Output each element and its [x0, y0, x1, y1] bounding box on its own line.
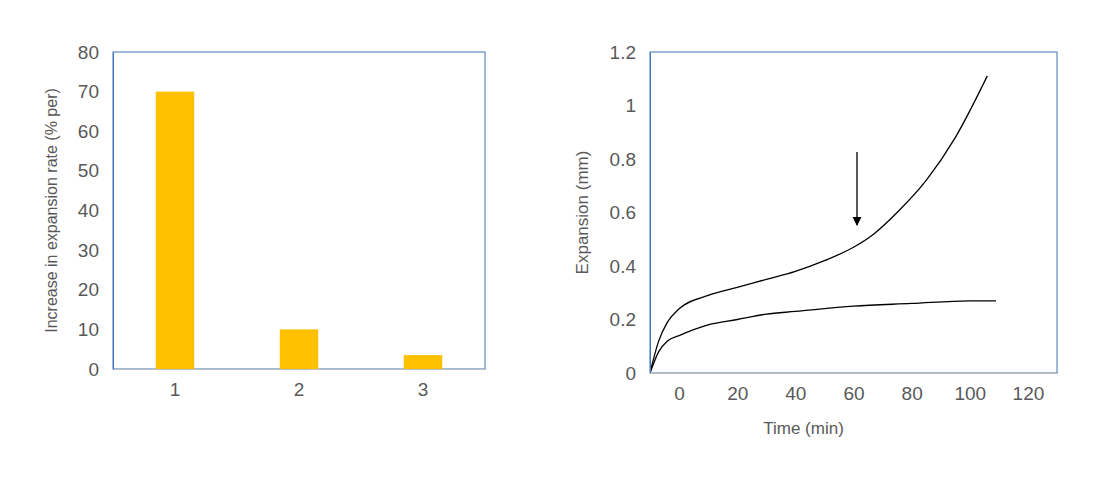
tick: 0 [625, 363, 650, 384]
tick-label: 1 [170, 379, 181, 400]
axis-line [651, 373, 1058, 374]
page: 01020304050607080123Increase in expansio… [0, 0, 1119, 492]
tick: 1 [625, 95, 650, 116]
tick: 3 [418, 369, 429, 400]
tick-label: 0.2 [610, 309, 636, 330]
tick: 0.2 [610, 309, 650, 330]
plot-frame [650, 52, 1057, 373]
tick-label: 0.6 [610, 202, 636, 223]
axis-line [114, 369, 486, 370]
tick: 70 [78, 81, 113, 102]
tick: 40 [78, 200, 113, 221]
tick: 80 [902, 373, 923, 404]
lines [650, 76, 996, 373]
tick: 1.2 [610, 42, 650, 63]
tick-label: 0.8 [610, 149, 636, 170]
y-axis: 0 0.2 0.4 0.6 0.8 1 1.2 [610, 42, 651, 384]
tick-label: 40 [785, 383, 806, 404]
tick: 0.4 [610, 256, 650, 277]
tick-label: 40 [78, 200, 99, 221]
arrow [856, 152, 857, 225]
tick: 0.6 [610, 202, 650, 223]
tick: 120 [1013, 373, 1045, 404]
tick-label: 0 [625, 363, 636, 384]
line [650, 301, 996, 373]
tick: 40 [785, 373, 806, 404]
tick-label: 100 [954, 383, 986, 404]
tick-label: 60 [843, 383, 864, 404]
bar-chart: 0 10 20 30 40 50 60 70 80 1 2 3 [78, 42, 486, 401]
bars [156, 92, 442, 369]
line [650, 76, 987, 373]
tick-label: 0 [88, 359, 99, 380]
tick: 80 [78, 42, 113, 63]
tick: 30 [78, 240, 113, 261]
tick-label: 0.4 [610, 256, 637, 277]
tick-label: 3 [418, 379, 429, 400]
tick: 50 [78, 160, 113, 181]
tick: 1 [170, 369, 181, 400]
tick: 60 [843, 373, 864, 404]
tick-label: 60 [78, 121, 99, 142]
axis-line [650, 53, 651, 374]
tick-label: 10 [78, 319, 99, 340]
tick-label: 120 [1013, 383, 1045, 404]
y-axis-title: Expansion (mm) [573, 151, 592, 275]
tick: 0.8 [610, 149, 650, 170]
tick-label: 70 [78, 81, 99, 102]
bar [156, 92, 194, 369]
tick: 10 [78, 319, 113, 340]
tick-label: 80 [902, 383, 923, 404]
bar [404, 355, 442, 369]
x-axis-title: Time (min) [763, 419, 844, 438]
tick-label: 30 [78, 240, 99, 261]
tick: 60 [78, 121, 113, 142]
tick-label: 20 [78, 279, 99, 300]
tick-label: 20 [727, 383, 748, 404]
tick-label: 50 [78, 160, 99, 181]
tick: 2 [294, 369, 305, 400]
tick: 20 [78, 279, 113, 300]
bar [280, 329, 318, 369]
y-axis: 0 10 20 30 40 50 60 70 80 [78, 42, 114, 380]
tick-label: 1 [625, 95, 636, 116]
line-chart: 0 0.2 0.4 0.6 0.8 1 1.2 0 20 40 60 80 100 120 [610, 42, 1058, 405]
plot-frame [113, 52, 485, 369]
tick-label: 80 [78, 42, 99, 63]
tick: 0 [674, 373, 685, 404]
x-axis: 0 20 40 60 80 100 120 [651, 373, 1058, 404]
axis-line [113, 53, 114, 370]
tick-label: 0 [674, 383, 685, 404]
tick: 100 [954, 373, 986, 404]
tick-label: 1.2 [610, 42, 636, 63]
x-axis: 1 2 3 [114, 369, 486, 400]
tick: 0 [88, 359, 113, 380]
y-axis-title: Increase in expansion rate (% per) [43, 88, 60, 333]
tick: 20 [727, 373, 748, 404]
tick-label: 2 [294, 379, 305, 400]
